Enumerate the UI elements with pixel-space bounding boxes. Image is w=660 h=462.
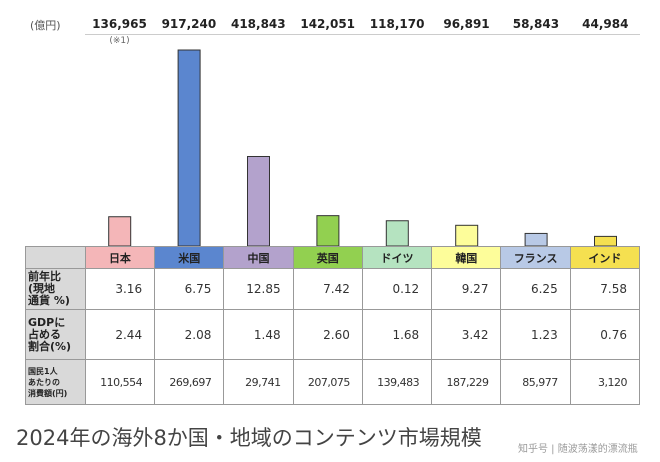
bar-0 <box>108 216 132 246</box>
corner-cell <box>25 246 86 269</box>
table-row: 前年比 (現地 通貨 %) 3.16 6.75 12.85 7.42 0.12 9.27 6.25… <box>25 268 641 310</box>
table-cell: 12.85 <box>223 268 294 310</box>
bar-5 <box>455 224 479 246</box>
table-cell: 2.60 <box>292 309 363 360</box>
table-cell: 2.44 <box>84 309 156 360</box>
table-cell: 6.25 <box>500 268 571 310</box>
table-cell: 1.23 <box>500 309 571 360</box>
category-header: 日本 <box>84 246 156 269</box>
footnote-mark: (※1) <box>109 36 130 46</box>
bar-4 <box>385 220 409 246</box>
value-label: 118,170 <box>369 17 425 31</box>
divider <box>85 34 640 35</box>
category-header: 米国 <box>154 246 225 269</box>
value-label: 44,984 <box>582 17 629 31</box>
chart-title: 2024年の海外8か国・地域のコンテンツ市場規模 <box>16 426 482 450</box>
table-cell: 3.16 <box>84 268 156 310</box>
table-cell: 0.76 <box>569 309 641 360</box>
table-cell: 139,483 <box>361 359 433 405</box>
category-header: 英国 <box>292 246 363 269</box>
category-header: 韓国 <box>431 246 502 269</box>
table-cell: 0.12 <box>361 268 433 310</box>
table-row: 国民1人 あたりの 消費額(円) 110,554 269,697 29,741 207,07… <box>25 359 641 405</box>
table-cell: 269,697 <box>154 359 225 405</box>
table-cell: 1.68 <box>361 309 433 360</box>
table-cell: 6.75 <box>154 268 225 310</box>
bar-chart <box>108 49 617 246</box>
value-label: 917,240 <box>161 17 217 31</box>
table-cell: 1.48 <box>223 309 294 360</box>
table-cell: 9.27 <box>431 268 502 310</box>
bar-6 <box>524 232 548 246</box>
category-header: ドイツ <box>361 246 433 269</box>
watermark: 知乎号 | 随波荡漾的漂流瓶 <box>518 444 638 455</box>
table-cell: 29,741 <box>223 359 294 405</box>
category-header: フランス <box>500 246 571 269</box>
bar-2 <box>247 155 270 246</box>
table-cell: 7.58 <box>569 268 641 310</box>
table-cell: 7.42 <box>292 268 363 310</box>
data-table: 日本 米国 中国 英国 ドイツ 韓国 フランス インド 前年比 (現地 通貨 %) 3.16 6.75… <box>25 246 641 405</box>
bar-1 <box>177 49 201 246</box>
table-cell: 85,977 <box>500 359 571 405</box>
table-row: GDPに 占める 割合(%) 2.44 2.08 1.48 2.60 1.68 3.42 1.23… <box>25 309 641 360</box>
value-label: 136,965 <box>92 17 147 31</box>
value-label: 418,843 <box>230 17 286 31</box>
bar-3 <box>316 215 340 246</box>
value-label: 96,891 <box>443 17 490 31</box>
table-cell: 110,554 <box>84 359 156 405</box>
table-cell: 3.42 <box>431 309 502 360</box>
value-label: 142,051 <box>300 17 356 31</box>
bar-7 <box>594 235 617 246</box>
value-label: 58,843 <box>512 17 560 31</box>
row-header: 国民1人 あたりの 消費額(円) <box>25 359 86 405</box>
table-cell: 2.08 <box>154 309 225 360</box>
category-header: インド <box>569 246 641 269</box>
table-cell: 187,229 <box>431 359 502 405</box>
row-header: 前年比 (現地 通貨 %) <box>25 268 86 310</box>
row-header: GDPに 占める 割合(%) <box>25 309 86 360</box>
table-cell: 3,120 <box>569 359 641 405</box>
category-header: 中国 <box>223 246 294 269</box>
table-cell: 207,075 <box>292 359 363 405</box>
unit-label: (億円) <box>30 19 61 32</box>
